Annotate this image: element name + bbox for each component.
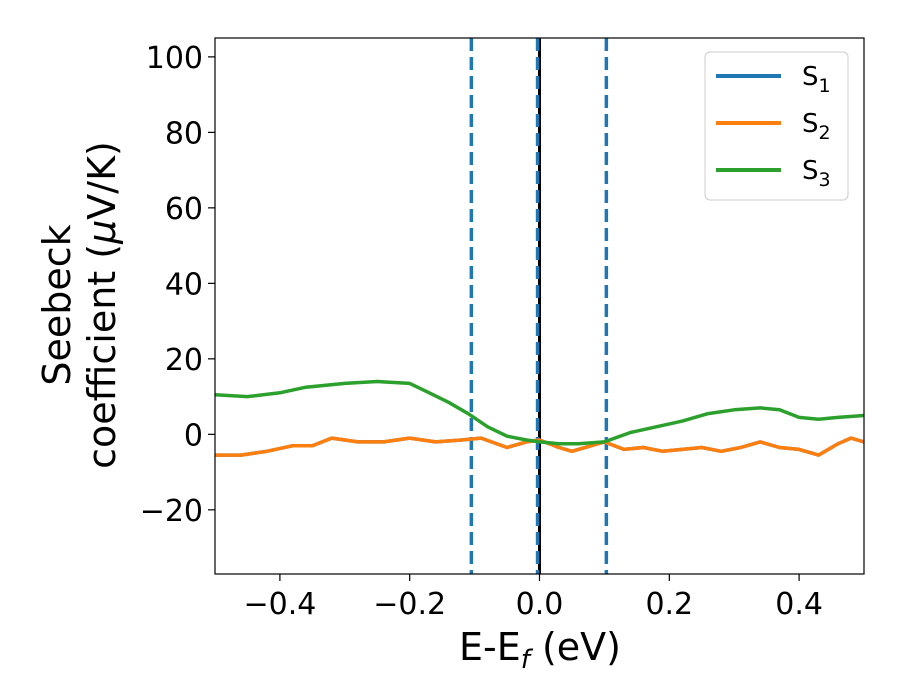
x-tick-label: 0.2: [645, 587, 693, 622]
y-tick-label: −20: [140, 494, 203, 529]
series-lines: [215, 379, 864, 457]
y-axis-label-line2: coefficient (μV/K): [80, 141, 124, 469]
x-axis-ticks: −0.4 −0.2 0.0 0.2 0.4: [243, 574, 823, 622]
y-axis-label: Seebeck coefficient (μV/K): [35, 141, 124, 469]
legend-label-s1: S1: [802, 62, 831, 97]
y-tick-label: 80: [165, 116, 203, 151]
legend-box: [704, 51, 849, 201]
x-axis-label-main: E-E: [459, 625, 521, 669]
y-tick-label: 60: [165, 192, 203, 227]
y-tick-label: 40: [165, 267, 203, 302]
legend-label-s2: S2: [802, 109, 831, 144]
legend-label-s3: S3: [802, 156, 831, 191]
y-axis-label-mu: μ: [80, 220, 124, 245]
y-tick-label: 0: [184, 418, 203, 453]
y-tick-label: 20: [165, 343, 203, 378]
x-axis-label: E-Ef (eV): [459, 625, 621, 675]
y-axis-label-prefix: coefficient (: [80, 244, 124, 469]
y-tick-label: 100: [146, 41, 203, 76]
y-axis-ticks: −20 0 20 40 60 80 100: [140, 41, 215, 529]
x-tick-label: 0.4: [775, 587, 823, 622]
series-line-s2: [215, 436, 864, 457]
x-tick-label: 0.0: [516, 587, 564, 622]
series-line-s3: [215, 379, 864, 446]
y-axis-label-line1: Seebeck: [35, 224, 79, 385]
x-axis-label-unit: (eV): [530, 625, 621, 669]
vertical-reference-lines: [469, 38, 609, 574]
legend: S1 S2 S3: [704, 51, 849, 201]
x-tick-label: −0.2: [373, 587, 446, 622]
x-tick-label: −0.4: [243, 587, 316, 622]
y-axis-label-suffix: V/K): [80, 141, 124, 220]
